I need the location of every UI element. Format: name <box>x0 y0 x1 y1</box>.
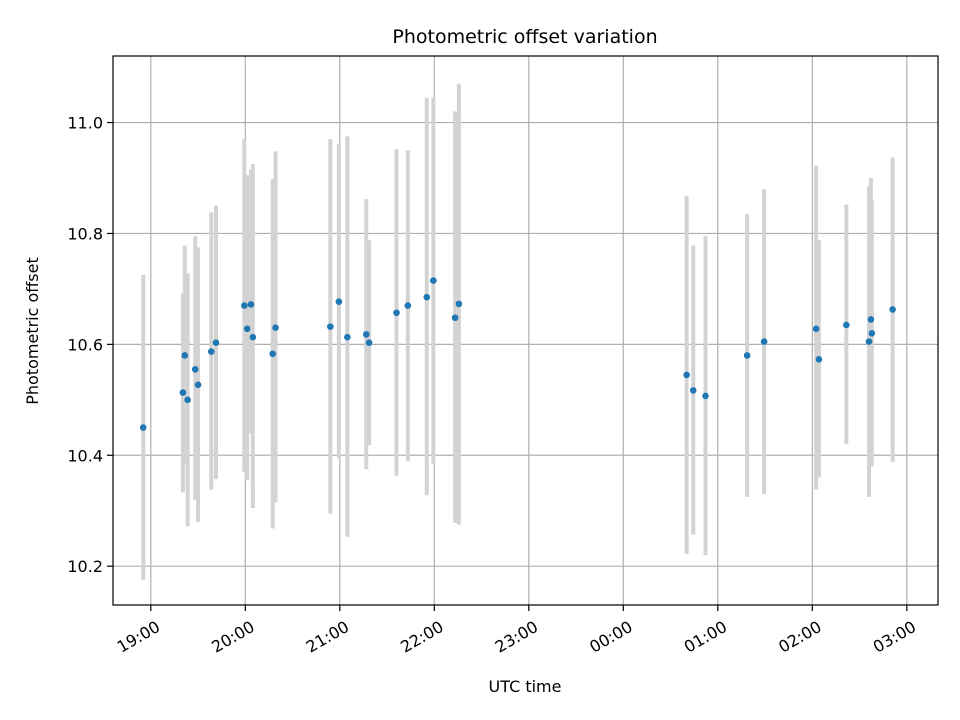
y-tick-label: 10.8 <box>67 224 103 243</box>
chart-title: Photometric offset variation <box>392 26 657 48</box>
data-point <box>327 323 334 330</box>
x-tick-label: 02:00 <box>775 617 824 657</box>
y-tick-label: 10.4 <box>67 446 103 465</box>
data-point <box>179 389 187 396</box>
x-tick-label: 21:00 <box>303 617 352 657</box>
x-tick-layer: 19:00 20:00 21:00 22:00 23:00 00:00 01:00 02:00… <box>114 605 919 657</box>
data-point <box>760 338 768 345</box>
data-point <box>362 331 370 338</box>
data-point <box>194 381 202 389</box>
x-tick-label: 00:00 <box>586 617 635 657</box>
x-tick-label: 03:00 <box>870 617 919 657</box>
y-tick-layer: 10.2 10.4 10.6 10.8 11.0 <box>67 114 113 576</box>
data-point <box>184 396 191 404</box>
y-axis-label: Photometric offset <box>23 257 42 405</box>
x-axis-label: UTC time <box>489 677 562 696</box>
data-point <box>867 316 875 323</box>
data-point <box>269 350 277 358</box>
data-point <box>272 324 279 332</box>
data-point <box>335 298 343 305</box>
data-point <box>365 339 373 347</box>
data-point <box>191 366 199 373</box>
data-point <box>243 325 251 333</box>
data-point <box>865 338 873 345</box>
data-point <box>451 314 459 322</box>
data-point <box>689 387 697 394</box>
x-tick-label: 23:00 <box>492 617 541 657</box>
data-point <box>455 300 463 308</box>
data-point <box>404 302 412 309</box>
plot-frame <box>112 55 939 606</box>
data-point <box>247 301 255 308</box>
point-layer <box>139 277 896 431</box>
x-tick-label: 19:00 <box>114 617 163 657</box>
data-point <box>139 424 147 431</box>
data-point <box>868 329 876 337</box>
x-tick-label: 20:00 <box>208 617 257 657</box>
data-point <box>683 371 690 379</box>
data-point <box>393 309 400 317</box>
data-point <box>241 302 248 309</box>
data-point <box>843 321 850 329</box>
data-point <box>702 392 709 400</box>
data-point <box>743 352 751 359</box>
x-tick-label: 22:00 <box>397 617 446 657</box>
data-point <box>249 333 257 341</box>
y-tick-label: 11.0 <box>67 114 103 133</box>
y-tick-label: 10.6 <box>67 335 103 354</box>
data-point <box>815 356 823 363</box>
data-point <box>344 333 351 341</box>
errorbar-layer <box>141 83 895 581</box>
data-point <box>889 306 896 313</box>
y-tick-label: 10.2 <box>67 557 103 576</box>
data-point <box>212 339 220 347</box>
x-tick-label: 01:00 <box>681 617 730 657</box>
data-point <box>812 325 820 333</box>
data-point <box>430 277 437 284</box>
data-point <box>207 348 215 355</box>
data-point <box>181 352 189 359</box>
data-point <box>423 293 431 301</box>
